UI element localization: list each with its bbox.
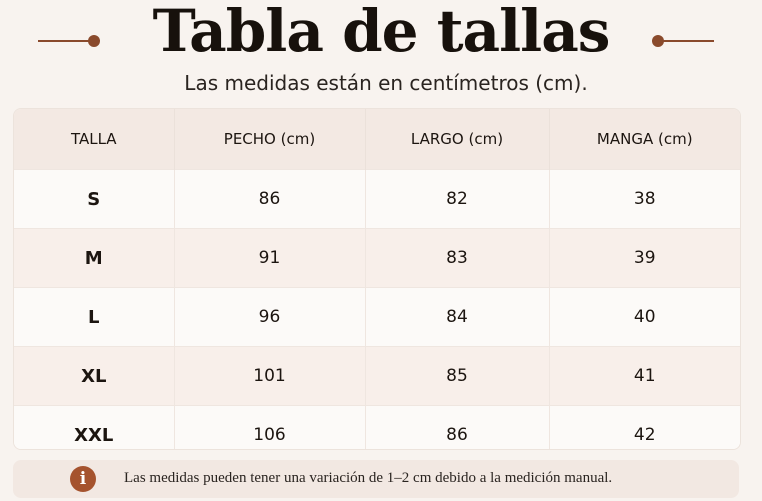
cell-largo: 84: [365, 287, 550, 347]
header-talla: TALLA: [14, 109, 175, 170]
table-row: XL 101 85 41: [14, 346, 740, 406]
table-header-row: TALLA PECHO (cm) LARGO (cm) MANGA (cm): [14, 109, 740, 170]
size-table: TALLA PECHO (cm) LARGO (cm) MANGA (cm) S…: [14, 109, 740, 449]
decorative-line-left: [38, 40, 94, 42]
table-row: L 96 84 40: [14, 287, 740, 347]
size-table-container: TALLA PECHO (cm) LARGO (cm) MANGA (cm) S…: [13, 108, 741, 450]
cell-talla: XL: [14, 346, 175, 406]
header-manga: MANGA (cm): [549, 109, 740, 170]
header-largo: LARGO (cm): [365, 109, 550, 170]
table-row: XXL 106 86 42: [14, 405, 740, 449]
cell-talla: L: [14, 287, 175, 347]
cell-manga: 38: [549, 169, 740, 229]
header-pecho: PECHO (cm): [174, 109, 366, 170]
cell-talla: XXL: [14, 405, 175, 449]
cell-pecho: 86: [174, 169, 366, 229]
decorative-line-right: [658, 40, 714, 42]
table-row: S 86 82 38: [14, 169, 740, 229]
decorative-dot-left: [88, 35, 100, 47]
cell-manga: 42: [549, 405, 740, 449]
title-row: Tabla de tallas: [0, 0, 762, 66]
cell-manga: 39: [549, 228, 740, 288]
note-text: Las medidas pueden tener una variación d…: [124, 470, 613, 486]
cell-pecho: 101: [174, 346, 366, 406]
cell-largo: 83: [365, 228, 550, 288]
cell-manga: 40: [549, 287, 740, 347]
measurement-note: i Las medidas pueden tener una variación…: [13, 460, 739, 498]
cell-largo: 85: [365, 346, 550, 406]
cell-largo: 82: [365, 169, 550, 229]
cell-pecho: 96: [174, 287, 366, 347]
cell-manga: 41: [549, 346, 740, 406]
cell-talla: S: [14, 169, 175, 229]
cell-pecho: 106: [174, 405, 366, 449]
cell-largo: 86: [365, 405, 550, 449]
cell-pecho: 91: [174, 228, 366, 288]
page-subtitle: Las medidas están en centímetros (cm).: [184, 71, 588, 95]
cell-talla: M: [14, 228, 175, 288]
page-title: Tabla de tallas: [152, 0, 611, 65]
table-row: M 91 83 39: [14, 228, 740, 288]
info-icon: i: [70, 466, 96, 492]
